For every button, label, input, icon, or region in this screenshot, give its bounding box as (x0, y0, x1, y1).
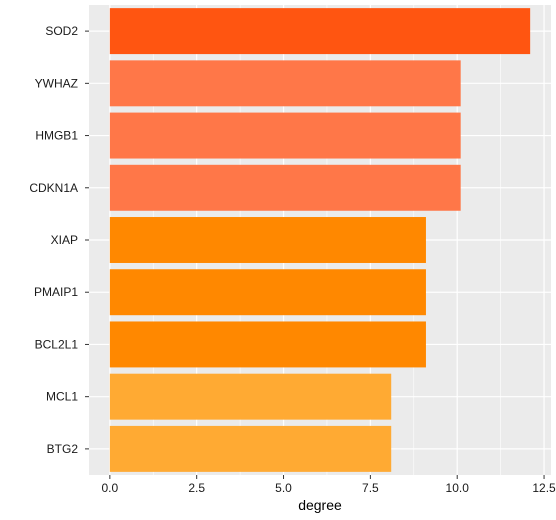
bar-bcl2l1 (110, 321, 426, 367)
y-tick-label: XIAP (51, 233, 78, 247)
x-tick-label: 7.5 (362, 481, 379, 495)
y-tick-label: BTG2 (47, 442, 79, 456)
x-tick-label: 5.0 (275, 481, 292, 495)
x-tick-label: 10.0 (446, 481, 470, 495)
x-tick-label: 0.0 (101, 481, 118, 495)
x-tick-label: 2.5 (188, 481, 205, 495)
x-axis-title: degree (298, 497, 342, 513)
bar-sod2 (110, 8, 530, 54)
bar-btg2 (110, 426, 391, 472)
bar-xiap (110, 217, 426, 263)
y-tick-label: YWHAZ (35, 76, 78, 90)
y-tick-label: MCL1 (46, 390, 78, 404)
y-tick-label: HMGB1 (35, 129, 78, 143)
bar-cdkn1a (110, 165, 461, 211)
bar-hmgb1 (110, 113, 461, 159)
y-tick-label: BCL2L1 (35, 337, 79, 351)
bar-ywhaz (110, 60, 461, 106)
y-tick-label: SOD2 (45, 24, 78, 38)
bar-mcl1 (110, 374, 391, 420)
bar-pmaip1 (110, 269, 426, 315)
y-tick-label: CDKN1A (29, 181, 78, 195)
y-tick-label: PMAIP1 (34, 285, 78, 299)
x-tick-label: 12.5 (532, 481, 556, 495)
